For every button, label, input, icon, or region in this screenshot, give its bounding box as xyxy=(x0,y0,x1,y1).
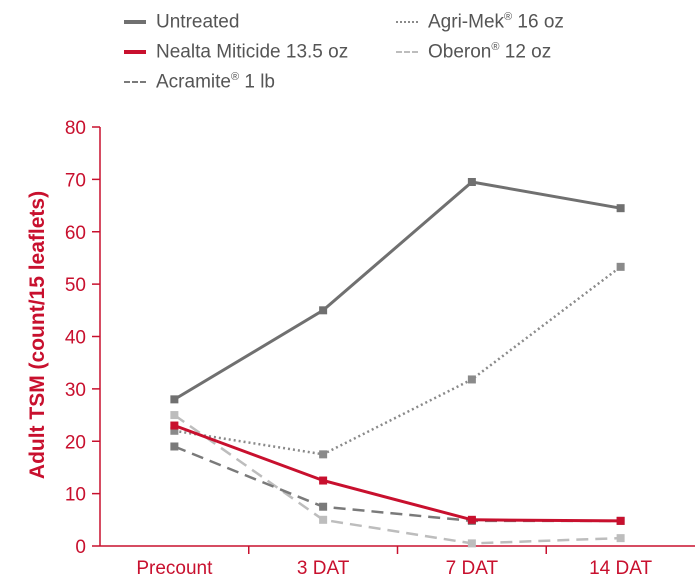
data-point xyxy=(616,262,625,271)
axes: 0 10 20 30 40 50 60 70 80 Precount 3 DAT 7 DAT 14 DA… xyxy=(65,118,695,579)
series-line xyxy=(173,414,621,545)
legend-label-nealta: Nealta Miticide 13.5 oz xyxy=(156,41,349,63)
series-1 xyxy=(170,421,625,525)
y-tick-label: 40 xyxy=(65,328,86,349)
series-2 xyxy=(170,442,625,525)
data-point xyxy=(170,421,179,430)
series-4 xyxy=(170,411,625,548)
y-tick-label: 70 xyxy=(65,170,86,191)
series-line xyxy=(173,180,621,401)
series-line xyxy=(173,424,621,523)
series-line xyxy=(174,265,622,456)
legend-swatch-oberon xyxy=(396,51,418,53)
data-point xyxy=(616,516,625,525)
legend-label-acramite: Acramite® 1 lb xyxy=(156,70,275,93)
x-tick-label: 3 DAT xyxy=(297,558,350,579)
series-3 xyxy=(170,262,625,459)
x-tick-label: 14 DAT xyxy=(589,558,652,579)
legend-item-oberon: Oberon® 12 oz xyxy=(396,40,551,64)
data-point xyxy=(467,539,476,548)
data-point xyxy=(467,177,476,186)
legend-item-acramite: Acramite® 1 lb xyxy=(124,70,275,94)
data-point xyxy=(319,306,328,315)
y-tick-label: 50 xyxy=(65,275,86,296)
legend-item-nealta: Nealta Miticide 13.5 oz xyxy=(124,40,348,64)
legend-swatch-untreated xyxy=(124,20,146,24)
legend-label-agri-mek: Agri-Mek® 16 oz xyxy=(428,10,564,33)
y-tick-label: 60 xyxy=(65,223,86,244)
data-point xyxy=(170,442,179,451)
data-point xyxy=(616,204,625,213)
series-line xyxy=(173,445,621,523)
y-tick-label: 10 xyxy=(65,485,86,506)
data-point xyxy=(170,411,179,420)
series-layer xyxy=(170,177,625,548)
data-point xyxy=(467,375,476,384)
x-tick-label: Precount xyxy=(136,558,213,579)
legend-label-oberon: Oberon® 12 oz xyxy=(428,40,552,63)
data-point xyxy=(170,426,179,435)
legend-swatch-acramite xyxy=(124,81,146,83)
y-tick-label: 80 xyxy=(65,118,86,139)
y-tick-label: 30 xyxy=(65,380,86,401)
data-point xyxy=(319,515,328,524)
data-point xyxy=(319,476,328,485)
x-tick-label: 7 DAT xyxy=(446,558,499,579)
data-point xyxy=(467,515,476,524)
y-tick-label: 20 xyxy=(65,432,86,453)
legend-swatch-nealta xyxy=(124,50,146,54)
y-axis-title: Adult TSM (count/15 leaflets) xyxy=(26,191,49,479)
legend-label-untreated: Untreated xyxy=(156,11,240,33)
legend-item-untreated: Untreated xyxy=(124,10,239,34)
series-0 xyxy=(170,177,625,404)
legend-item-agri-mek: Agri-Mek® 16 oz xyxy=(396,10,564,34)
y-tick-label: 0 xyxy=(75,537,86,558)
legend-swatch-agri-mek xyxy=(396,21,418,23)
data-point xyxy=(170,395,179,404)
data-point xyxy=(319,450,328,459)
data-point xyxy=(319,502,328,511)
data-point xyxy=(616,534,625,543)
